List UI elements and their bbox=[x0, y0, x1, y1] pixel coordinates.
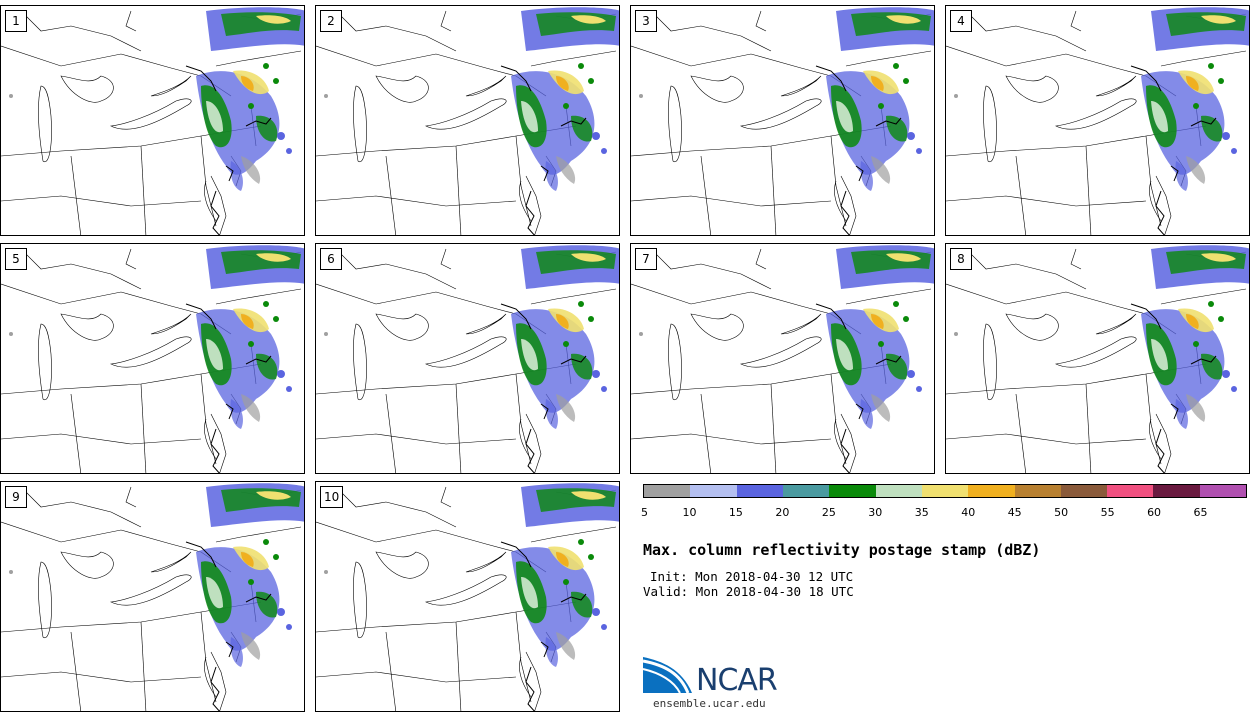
ncar-logo-icon bbox=[642, 657, 692, 694]
colorbar-tick-label: 65 bbox=[1193, 506, 1208, 519]
panel-number: 3 bbox=[635, 10, 657, 32]
map-panel: 10 bbox=[315, 481, 620, 712]
colorbar-tick-label: 5 bbox=[641, 506, 648, 519]
colorbar-segment bbox=[1014, 485, 1061, 497]
reflectivity-field bbox=[324, 483, 619, 667]
map-borders bbox=[1, 486, 302, 711]
map-svg bbox=[631, 7, 934, 235]
reflectivity-field bbox=[9, 483, 304, 667]
map-panel: 2 bbox=[315, 5, 620, 236]
colorbar-segment bbox=[1153, 485, 1200, 497]
colorbar-tick-label: 15 bbox=[728, 506, 743, 519]
colorbar-segment bbox=[968, 485, 1015, 497]
colorbar-tick-label: 10 bbox=[682, 506, 697, 519]
map-panel: 9 bbox=[0, 481, 305, 712]
colorbar-tick-label: 60 bbox=[1147, 506, 1162, 519]
colorbar-tick-label: 25 bbox=[821, 506, 836, 519]
map-panel: 3 bbox=[630, 5, 935, 236]
init-time: Init: Mon 2018-04-30 12 UTC bbox=[650, 569, 854, 584]
reflectivity-field bbox=[954, 245, 1249, 429]
colorbar-tick-label: 35 bbox=[914, 506, 929, 519]
map-svg bbox=[1, 483, 304, 711]
reflectivity-field bbox=[324, 7, 619, 191]
colorbar-tick-label: 40 bbox=[961, 506, 976, 519]
colorbar-segment bbox=[829, 485, 876, 497]
map-panel: 8 bbox=[945, 243, 1250, 474]
coastline bbox=[1130, 65, 1217, 235]
reflectivity-field bbox=[9, 245, 304, 429]
colorbar-segment bbox=[736, 485, 783, 497]
ncar-logo-text: NCAR bbox=[696, 663, 778, 698]
panel-number: 4 bbox=[950, 10, 972, 32]
colorbar-segment bbox=[644, 485, 691, 497]
reflectivity-field bbox=[639, 7, 934, 191]
coastline bbox=[500, 541, 587, 711]
panel-number: 6 bbox=[320, 248, 342, 270]
coastline bbox=[815, 303, 902, 473]
coastline bbox=[1130, 303, 1217, 473]
panel-number: 7 bbox=[635, 248, 657, 270]
figure-title: Max. column reflectivity postage stamp (… bbox=[643, 541, 1041, 559]
panel-number: 10 bbox=[320, 486, 344, 508]
panel-number: 5 bbox=[5, 248, 27, 270]
map-svg bbox=[1, 7, 304, 235]
panel-number: 9 bbox=[5, 486, 27, 508]
reflectivity-field bbox=[324, 245, 619, 429]
coastline bbox=[500, 303, 587, 473]
reflectivity-colorbar bbox=[643, 484, 1247, 498]
map-svg bbox=[946, 245, 1249, 473]
map-panel: 1 bbox=[0, 5, 305, 236]
map-svg bbox=[631, 245, 934, 473]
map-svg bbox=[316, 7, 619, 235]
colorbar-tick-label: 20 bbox=[775, 506, 790, 519]
reflectivity-field bbox=[954, 7, 1249, 191]
coastline bbox=[815, 65, 902, 235]
site-url[interactable]: ensemble.ucar.edu bbox=[653, 697, 766, 710]
colorbar-segment bbox=[782, 485, 830, 497]
coastline bbox=[185, 303, 272, 473]
colorbar-tick-label: 55 bbox=[1100, 506, 1115, 519]
colorbar-segment bbox=[1060, 485, 1108, 497]
valid-time: Valid: Mon 2018-04-30 18 UTC bbox=[643, 584, 854, 599]
coastline bbox=[185, 65, 272, 235]
map-panel: 6 bbox=[315, 243, 620, 474]
colorbar-tick-label: 50 bbox=[1054, 506, 1069, 519]
coastline bbox=[185, 541, 272, 711]
panel-number: 1 bbox=[5, 10, 27, 32]
colorbar-segment bbox=[921, 485, 969, 497]
colorbar-segment bbox=[1107, 485, 1154, 497]
reflectivity-field bbox=[9, 7, 304, 191]
map-svg bbox=[316, 245, 619, 473]
colorbar-segment bbox=[875, 485, 922, 497]
colorbar-tick-label: 30 bbox=[868, 506, 883, 519]
map-svg bbox=[1, 245, 304, 473]
colorbar-segment bbox=[1199, 485, 1247, 497]
coastline bbox=[500, 65, 587, 235]
map-panel: 5 bbox=[0, 243, 305, 474]
map-panel: 7 bbox=[630, 243, 935, 474]
panel-number: 8 bbox=[950, 248, 972, 270]
map-svg bbox=[316, 483, 619, 711]
colorbar-segment bbox=[690, 485, 737, 497]
colorbar-tick-label: 45 bbox=[1007, 506, 1022, 519]
reflectivity-field bbox=[639, 245, 934, 429]
panel-number: 2 bbox=[320, 10, 342, 32]
map-svg bbox=[946, 7, 1249, 235]
colorbar-ticks: 5 10 15 20 25 30 35 40 45 50 55 60 65 bbox=[641, 506, 1247, 520]
map-panel: 4 bbox=[945, 5, 1250, 236]
